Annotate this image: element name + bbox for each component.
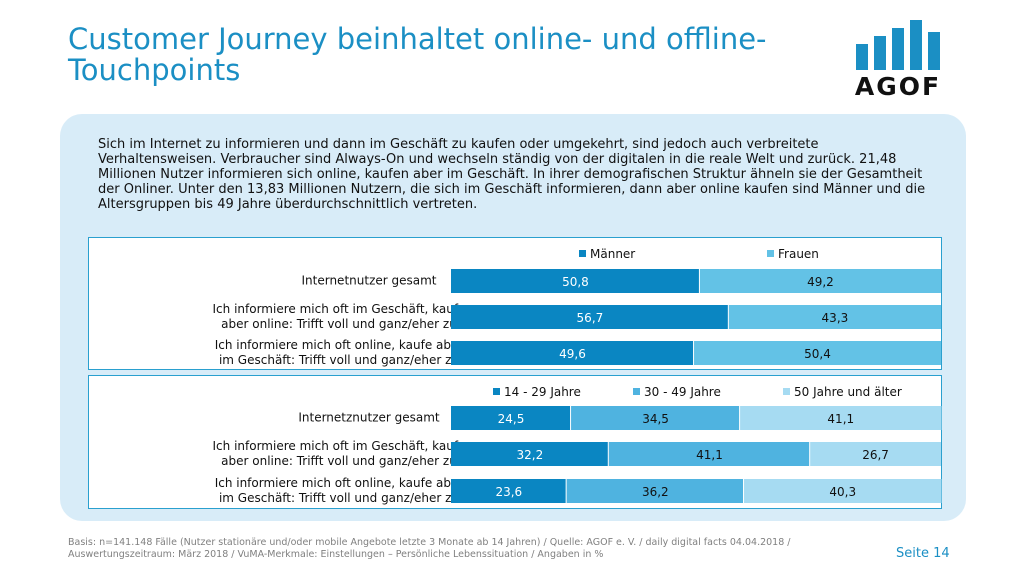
data-label: 50,8 bbox=[562, 275, 589, 289]
legend: 14 - 29 Jahre 30 - 49 Jahre 50 Jahre und ä… bbox=[493, 385, 902, 399]
category-label: Internetznutzer gesamt bbox=[298, 411, 440, 425]
bar-segment bbox=[728, 305, 941, 329]
bar-segment bbox=[699, 269, 941, 293]
data-label: 41,1 bbox=[696, 448, 723, 462]
data-label: 36,2 bbox=[642, 485, 669, 499]
bar-segment bbox=[810, 442, 941, 466]
bar-segment bbox=[571, 406, 740, 430]
legend-label: Männer bbox=[590, 247, 635, 261]
legend: Männer Frauen bbox=[579, 247, 819, 261]
bar-segment bbox=[740, 406, 942, 430]
legend-label: 30 - 49 Jahre bbox=[644, 385, 721, 399]
category-label: Ich informiere mich oft im Geschäft, kau… bbox=[213, 439, 466, 468]
data-label: 49,2 bbox=[807, 275, 834, 289]
category-label: Ich informiere mich oft online, kaufe ab… bbox=[215, 338, 464, 367]
data-label: 32,2 bbox=[517, 448, 544, 462]
data-label: 26,7 bbox=[862, 448, 889, 462]
category-label: Ich informiere mich oft online, kaufe ab… bbox=[215, 476, 464, 505]
data-label: 50,4 bbox=[804, 347, 831, 361]
footer-source: Basis: n=141.148 Fälle (Nutzer stationär… bbox=[68, 537, 791, 560]
legend-label: Frauen bbox=[778, 247, 819, 261]
gender-chart: Männer Frauen Internetnutzer gesamt 50,8 49,… bbox=[88, 237, 942, 370]
data-label: 41,1 bbox=[827, 412, 854, 426]
bar-segment bbox=[451, 479, 566, 503]
gender-chart-svg: Männer Frauen Internetnutzer gesamt 50,8 49,… bbox=[213, 247, 941, 367]
legend-swatch bbox=[767, 250, 774, 257]
bar-segment bbox=[451, 305, 728, 329]
data-label: 24,5 bbox=[498, 412, 525, 426]
legend-label: 50 Jahre und älter bbox=[794, 385, 902, 399]
legend-swatch bbox=[579, 250, 586, 257]
bar-segment bbox=[608, 442, 810, 466]
logo-text: AGOF bbox=[854, 72, 942, 101]
data-label: 43,3 bbox=[822, 311, 849, 325]
logo-bars-icon bbox=[856, 20, 940, 70]
bar-segment bbox=[694, 341, 941, 365]
bar-segment bbox=[451, 406, 571, 430]
data-label: 40,3 bbox=[829, 485, 856, 499]
age-chart-svg: 14 - 29 Jahre 30 - 49 Jahre 50 Jahre und ä… bbox=[213, 385, 942, 505]
bar-segment bbox=[451, 341, 694, 365]
page-number: Seite 14 bbox=[896, 546, 950, 561]
data-label: 34,5 bbox=[642, 412, 669, 426]
age-chart: 14 - 29 Jahre 30 - 49 Jahre 50 Jahre und ä… bbox=[88, 375, 942, 509]
bar-segment bbox=[451, 442, 608, 466]
page-title: Customer Journey beinhaltet online- und … bbox=[68, 22, 767, 87]
intro-text: Sich im Internet zu informieren und dann… bbox=[98, 137, 926, 212]
legend-swatch bbox=[783, 388, 790, 395]
category-label: Internetnutzer gesamt bbox=[302, 274, 437, 288]
legend-swatch bbox=[493, 388, 500, 395]
bar-segment bbox=[566, 479, 744, 503]
data-label: 49,6 bbox=[559, 347, 586, 361]
legend-label: 14 - 29 Jahre bbox=[504, 385, 581, 399]
data-label: 56,7 bbox=[577, 311, 604, 325]
legend-swatch bbox=[633, 388, 640, 395]
agof-logo: AGOF bbox=[852, 18, 944, 102]
bar-segment bbox=[744, 479, 942, 503]
category-label: Ich informiere mich oft im Geschäft, kau… bbox=[213, 302, 466, 331]
bar-segment bbox=[451, 269, 699, 293]
data-label: 23,6 bbox=[495, 485, 522, 499]
